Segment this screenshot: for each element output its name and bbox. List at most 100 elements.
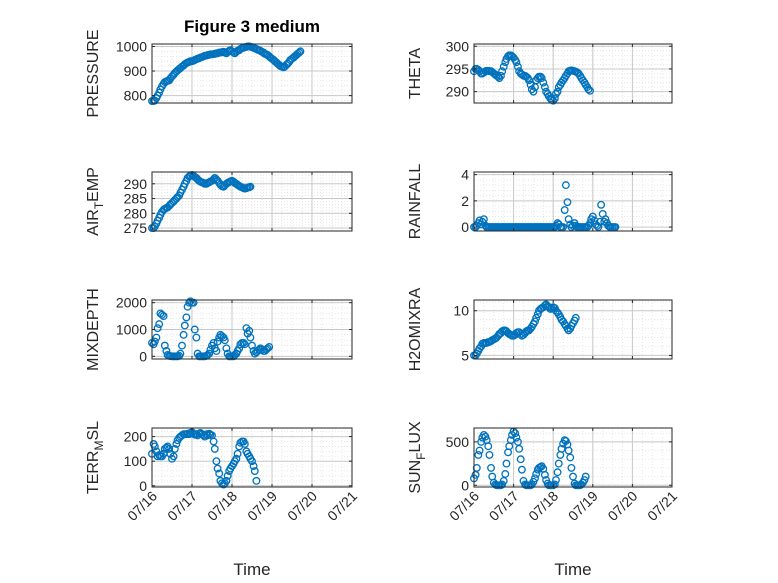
data-point	[246, 333, 255, 342]
data-point	[223, 471, 232, 480]
data-point	[155, 320, 164, 329]
data-point	[152, 333, 161, 342]
data-point	[601, 215, 610, 224]
y-tick-label: 500	[446, 434, 470, 450]
data-point	[532, 313, 541, 322]
x-tick-label: 07/17	[486, 488, 522, 524]
data-point	[472, 463, 481, 472]
subplot-terr-msl: 0 100 200 07/16 07/17 07/18 07/19 07/20 07/21 Tim…	[85, 421, 360, 579]
data-point	[240, 440, 249, 448]
y-tick-label: 290	[124, 176, 148, 192]
y-axis-label-part: LUX	[407, 421, 424, 452]
data-point	[552, 476, 560, 485]
subplot-rainfall: 0 2 4 RAINFALL	[407, 164, 673, 239]
data-point	[526, 80, 535, 89]
data-point	[499, 62, 508, 71]
y-axis-label: MIXDEPTH	[85, 288, 102, 371]
data-point	[180, 321, 189, 330]
subplot-sun-flux: 0 500 07/16 07/17 07/18 07/19 07/20 07/21 Time SU…	[407, 421, 680, 579]
y-axis-label-part: SL	[85, 421, 102, 441]
y-axis-label: AIRTEMP	[85, 167, 106, 236]
data-point	[222, 344, 231, 353]
axes-box	[151, 171, 353, 232]
data-point	[559, 223, 568, 232]
data-point	[554, 459, 563, 468]
data-point	[182, 313, 191, 322]
y-axis-label-subscript: M	[92, 441, 106, 451]
data-point	[210, 444, 219, 453]
data-point	[176, 349, 185, 358]
plot-area	[152, 44, 352, 103]
x-tick-label: 07/20	[284, 488, 320, 524]
x-tick-label: 07/19	[565, 488, 601, 524]
y-tick-label: 275	[124, 220, 148, 236]
data-point	[202, 430, 211, 439]
y-tick-label: 4	[461, 167, 469, 183]
data-point	[560, 206, 569, 214]
y-tick-label: 2	[461, 193, 469, 209]
y-axis-label: THETA	[407, 48, 424, 100]
x-tick-label: 07/20	[604, 488, 640, 524]
subplot-pressure: 800 900 1000 PRESSURE Figure 3 medium	[85, 17, 353, 118]
y-tick-label: 0	[139, 478, 147, 494]
data-point	[239, 338, 248, 347]
data-point	[531, 317, 539, 326]
data-point	[531, 474, 539, 483]
data-point	[474, 450, 483, 459]
subplot-mixdepth: 0 1000 2000 MIXDEPTH	[85, 288, 353, 371]
data-point	[588, 212, 597, 221]
data-point	[517, 465, 526, 474]
data-point	[215, 469, 224, 478]
data-point	[550, 480, 559, 489]
data-point	[540, 470, 549, 479]
y-tick-label: 5	[461, 347, 469, 363]
data-point	[190, 325, 199, 334]
data-point	[179, 330, 188, 339]
data-point	[563, 198, 572, 207]
data-point	[170, 444, 179, 453]
y-axis-label: SUNFLUX	[407, 421, 428, 494]
data-point	[169, 452, 178, 461]
y-tick-label: 900	[124, 63, 148, 79]
data-series	[470, 427, 590, 490]
y-tick-label: 800	[124, 88, 148, 104]
y-tick-label: 285	[124, 191, 148, 207]
data-point	[178, 341, 186, 350]
data-point	[512, 433, 521, 442]
data-point	[566, 453, 575, 462]
y-tick-label: 290	[446, 84, 470, 100]
data-point	[539, 78, 548, 87]
axes-box	[473, 299, 673, 360]
data-point	[246, 182, 255, 191]
data-point	[481, 432, 490, 441]
data-point	[248, 457, 256, 466]
y-tick-label: 0	[461, 219, 469, 235]
data-point	[159, 312, 168, 321]
x-tick-label: 07/21	[644, 488, 680, 524]
data-point	[567, 463, 576, 472]
data-point	[487, 463, 495, 472]
data-point	[250, 467, 259, 475]
data-series	[470, 181, 620, 232]
data-point	[213, 337, 222, 346]
y-tick-label: 280	[124, 205, 148, 221]
y-tick-label: 0	[461, 477, 469, 493]
data-point	[537, 74, 546, 82]
data-series	[470, 300, 580, 360]
data-point	[553, 468, 562, 477]
data-point	[553, 87, 562, 96]
axes-box	[473, 427, 673, 488]
data-point	[581, 472, 590, 481]
data-point	[192, 333, 201, 342]
data-point	[212, 457, 221, 466]
data-point	[557, 444, 566, 453]
data-point	[189, 298, 198, 307]
data-point	[153, 324, 162, 333]
data-point	[594, 223, 603, 232]
data-point	[564, 446, 573, 455]
data-point	[205, 349, 214, 358]
data-point	[249, 462, 258, 471]
data-point	[209, 338, 218, 347]
